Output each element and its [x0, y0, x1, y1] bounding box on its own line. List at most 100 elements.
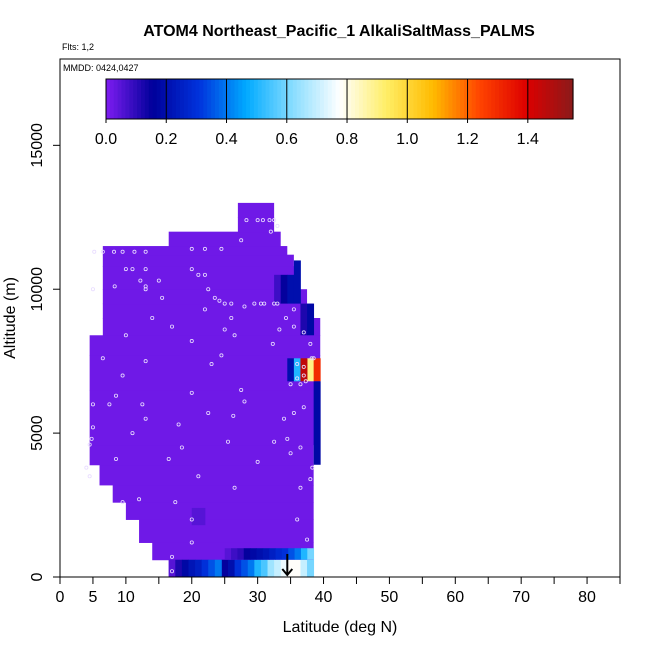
colorbar-segment — [530, 79, 535, 119]
colorbar-segment — [452, 79, 457, 119]
colorbar-segment — [397, 79, 403, 119]
colorbar-tick-label: 0.6 — [276, 131, 298, 148]
colorbar-segment — [561, 79, 566, 119]
sample-point — [100, 356, 105, 361]
colorbar-segment — [187, 79, 193, 119]
colorbar-segment — [370, 79, 376, 119]
heat-cell — [139, 519, 314, 543]
heat-cell — [300, 559, 308, 577]
sample-point — [232, 485, 237, 490]
sample-point — [301, 405, 306, 410]
colorbar-segment — [195, 79, 200, 119]
x-axis-label: Latitude (deg N) — [283, 619, 398, 636]
sample-point — [202, 272, 207, 277]
sample-point — [179, 445, 184, 450]
colorbar-segment — [168, 79, 173, 119]
heat-cell — [247, 559, 255, 577]
colorbar-segment — [323, 79, 329, 119]
colorbar-segment — [471, 79, 477, 119]
colorbar-segment — [238, 79, 243, 119]
sample-point — [301, 373, 306, 378]
heat-cell — [175, 559, 183, 577]
heat-cell — [89, 335, 321, 356]
colorbar-segment — [514, 79, 520, 119]
colorbar-segment — [320, 79, 325, 119]
colorbar-segment — [557, 79, 562, 119]
colorbar-segment — [495, 79, 500, 119]
colorbar-tick-label: 1.2 — [456, 131, 478, 148]
sample-point — [275, 301, 280, 306]
heat-cell — [280, 274, 288, 304]
heat-cell — [256, 548, 264, 560]
colorbar-segment — [405, 79, 411, 119]
colorbar-segment — [242, 79, 247, 119]
heat-cell — [307, 559, 315, 577]
sample-point — [255, 459, 260, 464]
colorbar-segment — [464, 79, 469, 119]
heat-cell — [191, 507, 199, 526]
colorbar-segment — [502, 79, 508, 119]
sample-point — [298, 445, 303, 450]
colorbar-segment — [541, 79, 547, 119]
heat-cell — [267, 559, 275, 577]
colorbar-segment — [183, 79, 189, 119]
dates-label: MMDD: 0424,0427 — [63, 63, 139, 73]
colorbar-segment — [222, 79, 228, 119]
colorbar-segment — [362, 79, 368, 119]
heat-cell — [195, 559, 203, 577]
heat-cell — [288, 548, 295, 560]
annotation-arrow — [281, 553, 294, 577]
colorbar-segment — [246, 79, 251, 119]
sample-point — [285, 436, 290, 441]
colorbar-segment — [518, 79, 524, 119]
sample-point — [189, 517, 194, 522]
colorbar-segment — [351, 79, 356, 119]
heat-cell — [125, 502, 314, 520]
sample-point — [120, 500, 125, 505]
colorbar-segment — [148, 79, 154, 119]
sample-point — [160, 295, 165, 300]
heat-cell — [274, 559, 282, 577]
colorbar-segment — [331, 79, 337, 119]
sample-point — [308, 477, 313, 482]
colorbar-segment — [179, 79, 185, 119]
colorbar-segment — [207, 79, 212, 119]
sample-point — [288, 382, 293, 387]
sample-point — [90, 425, 95, 430]
heat-cell — [102, 254, 294, 267]
colorbar-segment — [129, 79, 134, 119]
heat-cell — [307, 358, 315, 382]
sample-point — [295, 362, 300, 367]
colorbar-segment — [121, 79, 127, 119]
colorbar-segment — [257, 79, 263, 119]
sample-point — [130, 431, 135, 436]
heat-cell — [293, 358, 301, 382]
sample-point — [120, 373, 125, 378]
colorbar-tick-label: 1.4 — [517, 131, 539, 148]
colorbar-segment — [409, 79, 415, 119]
x-tick-label: 30 — [249, 589, 267, 606]
colorbar-segment — [308, 79, 313, 119]
sample-point — [212, 295, 217, 300]
sample-point — [143, 359, 148, 364]
colorbar-tick-label: 0.4 — [215, 131, 237, 148]
sample-point — [114, 393, 119, 398]
colorbar-segment — [421, 79, 426, 119]
heat-cell — [287, 358, 295, 382]
heat-cell — [89, 444, 314, 466]
heat-cell — [188, 559, 196, 577]
heat-cell — [300, 548, 308, 560]
sample-point — [270, 341, 275, 346]
heat-cell — [275, 548, 283, 560]
sample-point — [209, 362, 214, 367]
colorbar-tick-label: 0.2 — [155, 131, 177, 148]
x-axis: 0 5 10 20 30 40 50 60 70 80 — [56, 577, 621, 606]
sample-point — [196, 474, 201, 479]
heat-cell — [221, 559, 229, 577]
colorbar-segment — [141, 79, 146, 119]
x-tick-label: 80 — [578, 589, 596, 606]
heat-cell — [260, 559, 268, 577]
sample-point — [112, 249, 117, 254]
colorbar-segment — [510, 79, 516, 119]
colorbar-segment — [137, 79, 142, 119]
